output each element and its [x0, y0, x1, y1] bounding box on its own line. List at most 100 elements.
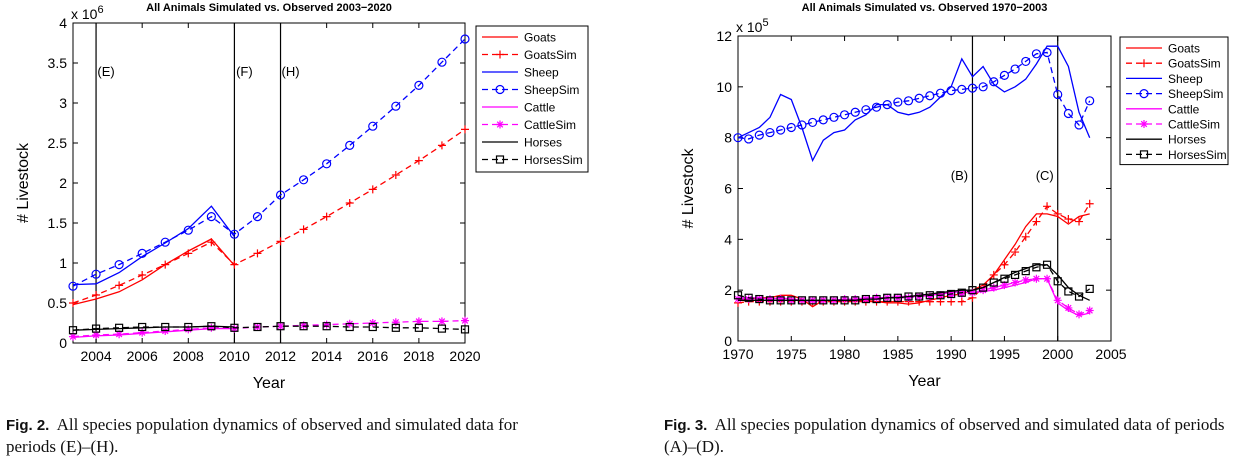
data-point [368, 185, 377, 194]
data-point [733, 133, 743, 143]
data-point [989, 283, 998, 292]
data-point [461, 125, 469, 134]
data-point [840, 295, 849, 304]
legend-marker [1139, 88, 1149, 99]
x-axis-label: Year [908, 373, 941, 390]
data-point [765, 296, 775, 305]
y-tick-label: 1 [59, 255, 67, 271]
y-axis-label: # Livestock [15, 142, 32, 223]
data-point [230, 324, 239, 333]
y-tick-label: 4 [724, 231, 732, 247]
data-point [871, 102, 882, 112]
legend-entry: CattleSim [1168, 118, 1220, 132]
axis-exponent: x 105 [736, 17, 769, 35]
data-point [161, 322, 170, 332]
legend-box [475, 25, 589, 173]
data-point [368, 322, 377, 332]
legend-entry: Horses [1168, 133, 1206, 147]
data-point [1000, 281, 1009, 290]
data-point [1085, 306, 1094, 315]
data-point [808, 296, 817, 305]
data-point [160, 237, 170, 247]
axis-exponent-base: x 10 [71, 6, 98, 22]
data-point [989, 278, 998, 287]
data-point [207, 323, 216, 332]
data-point [755, 294, 764, 304]
data-point [947, 289, 956, 299]
x-axis-label: Year [253, 375, 286, 392]
data-point [183, 225, 193, 235]
legend-entry: Goats [524, 31, 556, 45]
y-tick-label: 2.5 [48, 135, 68, 151]
axis-exponent-power: 6 [97, 4, 103, 16]
legend-box [1119, 36, 1229, 166]
data-point [829, 296, 839, 305]
axis-exponent-base: x 10 [736, 19, 763, 35]
data-point [765, 295, 774, 304]
plot-area [72, 22, 466, 344]
data-point [1021, 232, 1030, 241]
legend-entry: SheepSim [524, 83, 579, 97]
series-horsessim [68, 322, 470, 335]
data-point [460, 325, 470, 334]
legend-marker [1140, 59, 1148, 68]
data-point [914, 93, 924, 103]
data-point [414, 323, 423, 332]
data-point [999, 70, 1010, 80]
data-point [1032, 263, 1041, 272]
x-tick-label: 2010 [219, 348, 250, 364]
data-point [276, 322, 285, 331]
axis-exponent: x 106 [71, 4, 104, 22]
axis-exponent-power: 5 [762, 17, 768, 29]
data-point [967, 83, 978, 93]
legend: Goats GoatsSim Sheep SheepSim Cattle CattleSi… [475, 25, 589, 173]
legend-entry: Cattle [524, 101, 556, 115]
data-point [989, 77, 999, 87]
legend-entry: Cattle [1168, 102, 1200, 116]
series-horses [738, 264, 1090, 301]
data-point [414, 317, 423, 326]
x-tick-label: 2016 [357, 348, 388, 364]
data-point [915, 292, 924, 301]
data-point [978, 82, 988, 92]
x-tick-label: 1970 [722, 346, 753, 362]
legend-entry: Horses [524, 136, 562, 150]
data-point [92, 291, 101, 299]
x-tick-label: 1975 [776, 346, 807, 362]
data-point [345, 199, 354, 207]
x-tick-label: 1985 [882, 346, 913, 362]
data-point [1021, 267, 1030, 276]
data-point [957, 288, 966, 297]
legend-entry: Goats [1168, 42, 1200, 56]
x-tick-label: 2014 [311, 348, 342, 364]
data-point [137, 248, 147, 258]
data-point [776, 295, 785, 304]
data-point [1043, 274, 1052, 283]
data-point [744, 295, 753, 304]
data-point [883, 293, 892, 302]
data-point [979, 286, 988, 295]
data-point [1042, 47, 1052, 58]
data-point [1075, 217, 1084, 226]
legend-entry: CattleSim [524, 118, 576, 132]
data-point [461, 316, 469, 325]
data-point [115, 330, 124, 339]
series-line [738, 264, 1090, 301]
data-point [69, 332, 77, 341]
data-point [989, 270, 998, 279]
data-point [979, 283, 988, 292]
x-tick-label: 1980 [829, 346, 860, 362]
series-goatssim [69, 125, 469, 307]
data-point [414, 80, 424, 91]
data-point [946, 86, 956, 96]
data-point [437, 317, 446, 326]
series-line [72, 205, 235, 286]
figure-caption-text: All species population dynamics of obser… [664, 415, 1225, 456]
data-point [299, 225, 308, 234]
legend-entry: Sheep [1168, 72, 1203, 86]
data-point [808, 117, 818, 128]
data-point [935, 88, 946, 98]
chart-title: All Animals Simulated vs. Observed 2003−… [146, 2, 392, 14]
data-point [829, 112, 839, 122]
data-point [787, 296, 796, 305]
